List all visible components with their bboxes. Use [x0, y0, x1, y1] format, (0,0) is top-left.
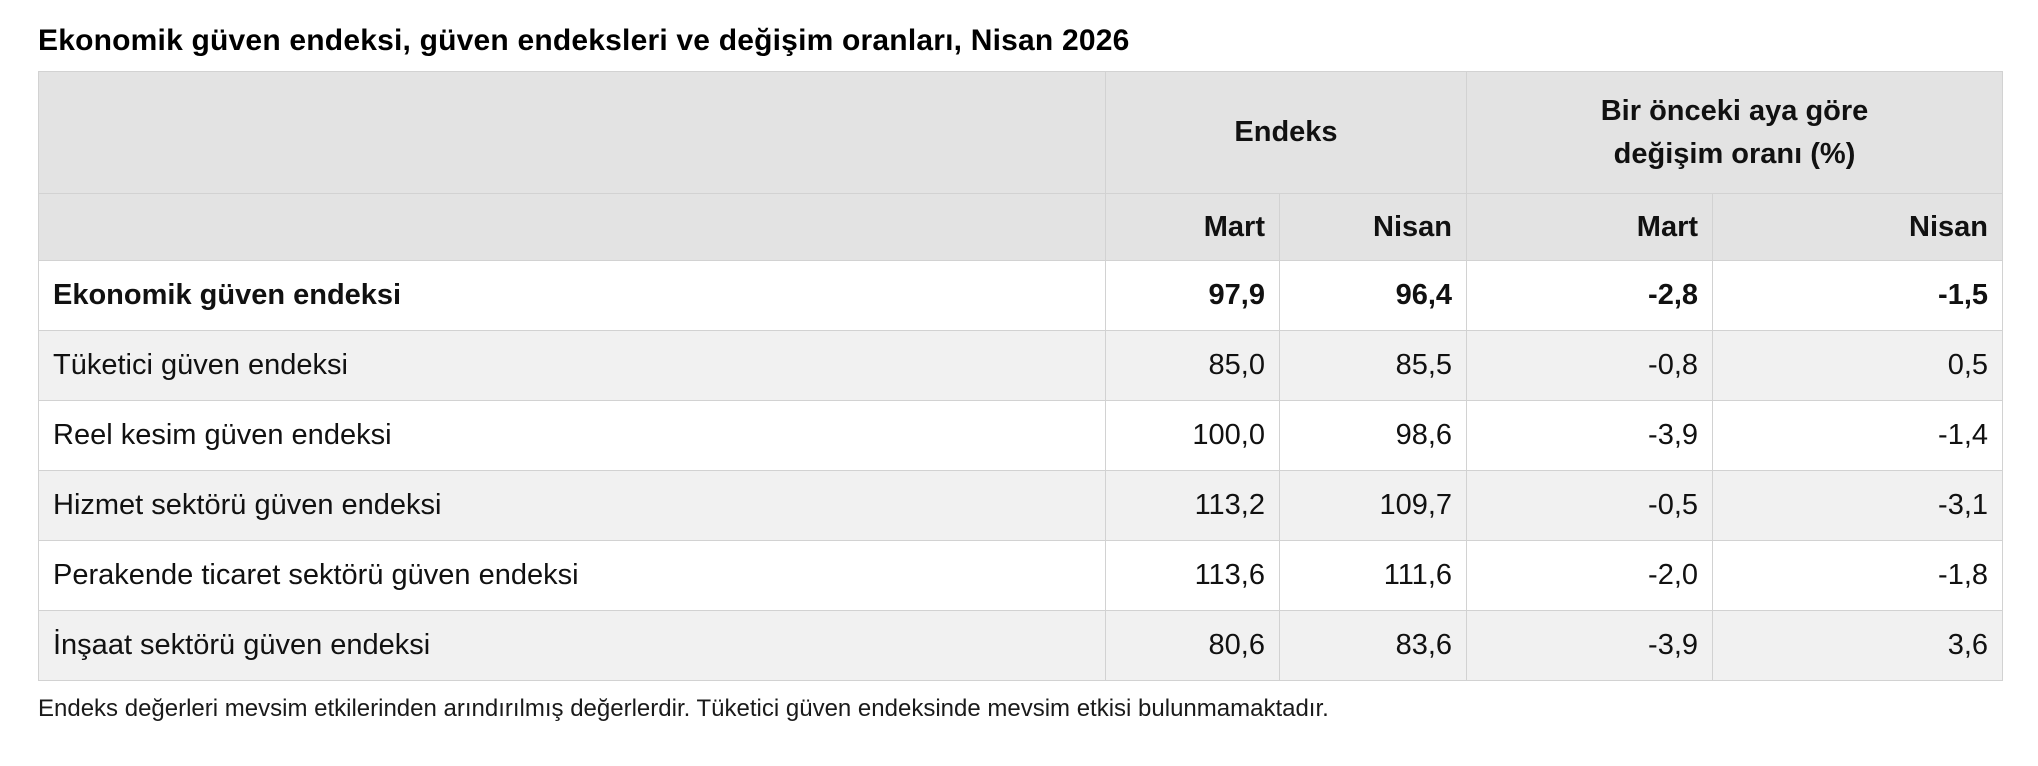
- value-cell: -3,1: [1712, 470, 2004, 541]
- sub-header-change-mart: Mart: [1466, 193, 1714, 261]
- table-row-insaat: İnşaat sektörü güven endeksi 80,6 83,6 -…: [38, 610, 2004, 681]
- value-cell: 96,4: [1278, 260, 1468, 331]
- value-cell: 111,6: [1278, 540, 1468, 611]
- value-cell: 100,0: [1105, 400, 1280, 471]
- group-header-change-label: Bir önceki aya göre değişim oranı (%): [1600, 95, 1869, 170]
- sub-header-row: Mart Nisan Mart Nisan: [38, 193, 2004, 261]
- row-label: Reel kesim güven endeksi: [38, 400, 1106, 471]
- footnote: Endeks değerleri mevsim etkilerinden arı…: [38, 695, 1329, 722]
- value-cell: 113,2: [1105, 470, 1280, 541]
- value-cell: 3,6: [1712, 610, 2004, 681]
- group-header-change: Bir önceki aya göre değişim oranı (%): [1466, 71, 2004, 194]
- value-cell: -1,8: [1712, 540, 2004, 611]
- value-cell: 97,9: [1105, 260, 1280, 331]
- table-row-hizmet: Hizmet sektörü güven endeksi 113,2 109,7…: [38, 470, 2004, 541]
- table-row-reel-kesim: Reel kesim güven endeksi 100,0 98,6 -3,9…: [38, 400, 2004, 471]
- value-cell: -2,0: [1466, 540, 1714, 611]
- row-label: İnşaat sektörü güven endeksi: [38, 610, 1106, 681]
- group-header-row: Endeks Bir önceki aya göre değişim oranı…: [38, 71, 2004, 194]
- value-cell: -3,9: [1466, 400, 1714, 471]
- value-cell: -0,5: [1466, 470, 1714, 541]
- value-cell: 98,6: [1278, 400, 1468, 471]
- value-cell: 80,6: [1105, 610, 1280, 681]
- row-label: Tüketici güven endeksi: [38, 330, 1106, 401]
- value-cell: 83,6: [1278, 610, 1468, 681]
- sub-header-change-nisan: Nisan: [1712, 193, 2004, 261]
- value-cell: 0,5: [1712, 330, 2004, 401]
- value-cell: -2,8: [1466, 260, 1714, 331]
- group-header-endeks-label: Endeks: [1234, 116, 1338, 149]
- group-header-endeks: Endeks: [1104, 71, 1468, 194]
- confidence-index-table: Endeks Bir önceki aya göre değişim oranı…: [38, 71, 2004, 681]
- sub-header-endeks-nisan: Nisan: [1278, 193, 1468, 261]
- sub-header-empty-cell: [38, 193, 1106, 261]
- page-title: Ekonomik güven endeksi, güven endeksleri…: [38, 24, 1130, 57]
- table-row-tuketici: Tüketici güven endeksi 85,0 85,5 -0,8 0,…: [38, 330, 2004, 401]
- sub-header-endeks-mart: Mart: [1105, 193, 1280, 261]
- group-header-empty-cell: [38, 71, 1106, 194]
- table-row-ekonomik: Ekonomik güven endeksi 97,9 96,4 -2,8 -1…: [38, 260, 2004, 331]
- value-cell: -0,8: [1466, 330, 1714, 401]
- value-cell: -3,9: [1466, 610, 1714, 681]
- value-cell: -1,5: [1712, 260, 2004, 331]
- row-label: Hizmet sektörü güven endeksi: [38, 470, 1106, 541]
- row-label: Perakende ticaret sektörü güven endeksi: [38, 540, 1106, 611]
- table-row-perakende: Perakende ticaret sektörü güven endeksi …: [38, 540, 2004, 611]
- value-cell: 85,5: [1278, 330, 1468, 401]
- value-cell: 113,6: [1105, 540, 1280, 611]
- value-cell: 85,0: [1105, 330, 1280, 401]
- row-label: Ekonomik güven endeksi: [38, 260, 1106, 331]
- value-cell: -1,4: [1712, 400, 2004, 471]
- value-cell: 109,7: [1278, 470, 1468, 541]
